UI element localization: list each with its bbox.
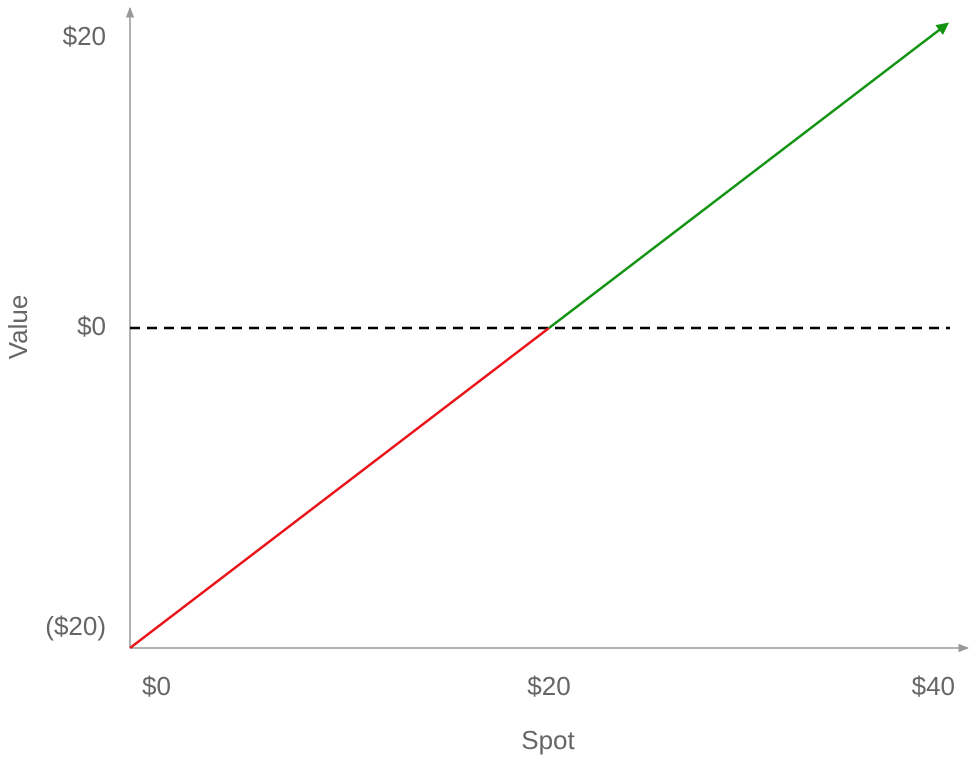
x-tick-label: $40 [912, 671, 955, 701]
x-axis-title: Spot [521, 725, 575, 755]
line-series [548, 22, 950, 329]
x-tick-label: $0 [142, 671, 171, 701]
y-axis-title: Value [3, 295, 33, 360]
line-series [129, 327, 550, 649]
y-tick-label: ($20) [45, 611, 106, 641]
y-tick-label: $20 [63, 21, 106, 51]
x-tick-label: $20 [527, 671, 570, 701]
y-tick-label: $0 [77, 311, 106, 341]
